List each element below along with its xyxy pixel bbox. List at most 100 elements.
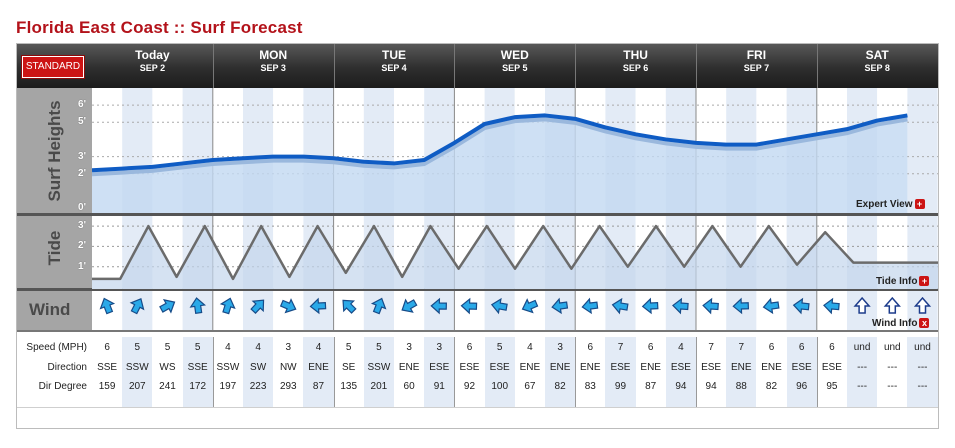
wind-info-link[interactable]: Wind Info x xyxy=(872,318,930,329)
wind-arrow-icon xyxy=(401,298,418,313)
wind-arrow-icon xyxy=(641,297,659,315)
wind-arrow-icon xyxy=(279,298,297,314)
wind-speed-cell: 3 xyxy=(436,342,443,353)
wind-arrow-icon xyxy=(309,297,327,315)
header-divider xyxy=(454,44,456,88)
wind-speed-cell: 4 xyxy=(527,342,533,353)
wind-arrow-icon xyxy=(99,297,116,315)
wind-arrow-icon xyxy=(521,298,539,314)
header-divider xyxy=(212,44,214,88)
wind-dir-cell: ENE xyxy=(640,362,661,373)
close-icon: x xyxy=(919,318,930,329)
wind-speed-cell: 6 xyxy=(768,342,775,353)
day-divider xyxy=(212,337,214,407)
wind-deg-cell: 241 xyxy=(159,381,176,392)
wind-arrow-icon xyxy=(702,297,719,315)
tide-tick: 1' xyxy=(78,260,86,272)
wind-speed-cell: 7 xyxy=(617,342,624,353)
wind-speed-cell: 7 xyxy=(738,342,745,353)
wind-arrow-icon xyxy=(551,297,569,315)
tide-info-link[interactable]: Tide Info + xyxy=(876,276,930,287)
wind-speed-cell: und xyxy=(883,342,901,353)
wind-deg-cell: 94 xyxy=(675,381,687,392)
wind-deg-cell: 82 xyxy=(765,381,778,392)
divider xyxy=(17,288,938,291)
wind-dir-cell: NW xyxy=(279,362,297,373)
wind-dir-cell: ENE xyxy=(549,362,571,373)
wind-arrows xyxy=(92,291,938,330)
wind-speed-cell: 5 xyxy=(496,342,503,353)
wind-dir-cell: ESE xyxy=(459,362,480,373)
wind-speed-cell: und xyxy=(853,342,871,353)
tide-chart xyxy=(92,216,938,289)
wind-deg-cell: 92 xyxy=(463,381,476,392)
footer-bar xyxy=(17,407,938,427)
day-name: FRI xyxy=(746,48,767,62)
wind-speed-cell: 5 xyxy=(376,342,382,353)
wind-dir-cell: --- xyxy=(887,362,898,373)
column-shade xyxy=(545,337,576,407)
wind-dir-cell: --- xyxy=(917,362,928,373)
wind-deg-cell: 67 xyxy=(524,381,536,392)
wind-dir-cell: SSW xyxy=(216,362,240,373)
column-shade xyxy=(182,337,213,407)
wind-arrow-icon xyxy=(189,297,207,315)
column-shade xyxy=(243,337,274,407)
wind-deg-cell: 197 xyxy=(219,381,237,392)
day-date: SEP 8 xyxy=(864,63,890,73)
day-5: FRI SEP 7 xyxy=(696,48,817,74)
day-name: THU xyxy=(623,48,648,62)
wind-label-cell: Wind xyxy=(17,291,92,330)
column-shade xyxy=(424,337,455,407)
day-date: SEP 2 xyxy=(139,63,166,73)
wind-deg-cell: 201 xyxy=(370,381,388,392)
divider xyxy=(17,213,938,216)
day-divider xyxy=(696,337,697,407)
wind-arrow-icon xyxy=(460,297,478,315)
column-shade xyxy=(786,337,817,407)
wind-deg-cell: 87 xyxy=(312,381,325,392)
wind-dir-cell: ESE xyxy=(489,362,510,373)
tide-tick: 3' xyxy=(78,220,86,232)
degree-row-label: Dir Degree xyxy=(38,381,87,392)
wind-speed-cell: 5 xyxy=(345,342,352,353)
column-shade xyxy=(847,337,878,407)
wind-dir-cell: ENE xyxy=(308,362,329,373)
wind-deg-cell: 99 xyxy=(614,381,627,392)
wind-arrow-icon xyxy=(611,297,629,315)
wind-dir-cell: ESE xyxy=(701,362,722,373)
header-divider xyxy=(575,44,577,88)
wind-arrow-icon xyxy=(792,297,810,315)
column-shade xyxy=(907,337,938,407)
day-divider xyxy=(454,337,456,407)
wind-dir-cell: ESE xyxy=(610,362,631,373)
standard-button[interactable]: STANDARD xyxy=(21,55,85,79)
day-header xyxy=(17,44,938,88)
wind-speed-cell: 6 xyxy=(466,342,473,353)
wind-dir-cell: ESE xyxy=(429,362,450,373)
wind-speed-cell: 7 xyxy=(708,342,714,353)
wind-deg-cell: 82 xyxy=(554,381,566,392)
day-date: SEP 7 xyxy=(743,63,770,73)
day-3: WED SEP 5 xyxy=(454,48,575,74)
wind-speed-cell: 6 xyxy=(587,342,594,353)
day-name: WED xyxy=(500,48,529,62)
wind-table: Speed (MPH) Direction Dir Degree 6 SSE 159… xyxy=(17,337,938,407)
wind-arrow-icon xyxy=(762,297,780,315)
column-shade xyxy=(484,337,515,407)
wind-arrow-icon xyxy=(490,297,508,315)
surf-tick: 6' xyxy=(78,99,86,111)
wind-arrow-icon xyxy=(913,296,932,314)
wind-arrow-icon xyxy=(732,297,750,315)
tide-label: Tide xyxy=(45,230,64,266)
day-name: Today xyxy=(135,48,170,62)
expert-view-link[interactable]: Expert View + xyxy=(856,199,925,210)
tide-tick: 2' xyxy=(78,240,86,252)
day-divider xyxy=(816,337,818,407)
column-shade xyxy=(605,337,636,407)
header-divider xyxy=(816,44,818,88)
day-divider xyxy=(333,337,335,407)
wind-arrow-icon xyxy=(370,297,387,315)
day-0: Today SEP 2 xyxy=(92,48,213,74)
divider xyxy=(17,330,938,332)
